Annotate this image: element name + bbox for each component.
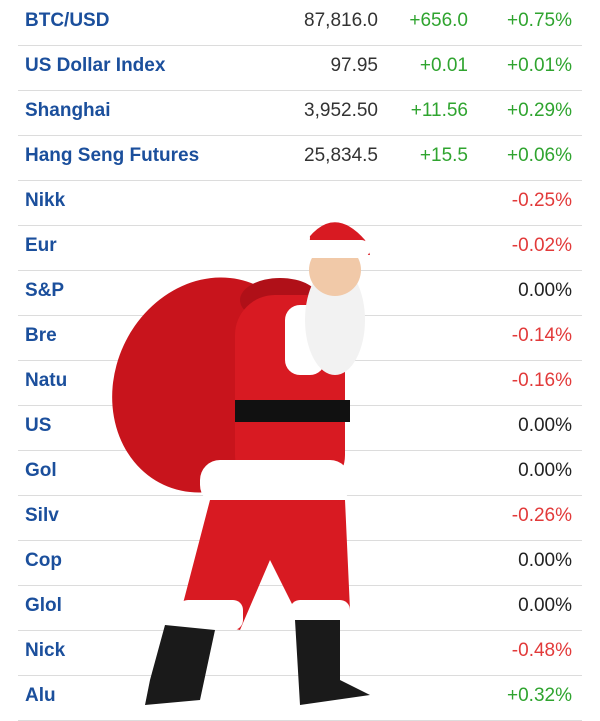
percent-change: +0.32% (507, 685, 572, 706)
price: 3,952.50 (304, 100, 378, 121)
percent-change: 0.00% (518, 415, 572, 436)
instrument-name[interactable]: Nikk (25, 190, 66, 211)
instrument-name[interactable]: Bre (25, 325, 57, 346)
table-row: Eur -0.02% (18, 225, 582, 271)
instrument-name[interactable]: US Dollar Index (25, 55, 166, 76)
instrument-name[interactable]: Alu (25, 685, 56, 706)
table-row: Hang Seng Futures 25,834.5 +15.5 +0.06% (18, 135, 582, 181)
percent-change: -0.14% (511, 325, 572, 346)
instrument-name[interactable]: Natu (25, 370, 68, 391)
percent-change: 0.00% (518, 280, 572, 301)
price: 97.95 (330, 55, 378, 76)
percent-change: 0.00% (518, 595, 572, 616)
instrument-name[interactable]: Gol (25, 460, 57, 481)
table-row: US Dollar Index 97.95 +0.01 +0.01% (18, 45, 582, 91)
percent-change: 0.00% (518, 460, 572, 481)
change: +0.01 (419, 55, 468, 76)
percent-change: -0.16% (511, 370, 572, 391)
price: 87,816.0 (304, 10, 378, 31)
percent-change: +0.29% (507, 100, 572, 121)
instrument-name[interactable]: Glol (25, 595, 62, 616)
percent-change: -0.26% (511, 505, 572, 526)
instrument-name[interactable]: US (25, 415, 52, 436)
table-row: BTC/USD 87,816.0 +656.0 +0.75% (18, 0, 582, 46)
instrument-name[interactable]: Hang Seng Futures (25, 145, 200, 166)
table-row: Nikk -0.25% (18, 180, 582, 226)
percent-change: -0.02% (511, 235, 572, 256)
percent-change: -0.25% (511, 190, 572, 211)
change: +11.56 (410, 100, 468, 121)
percent-change: +0.01% (507, 55, 572, 76)
percent-change: +0.06% (507, 145, 572, 166)
instrument-name[interactable]: Nick (25, 640, 66, 661)
change: +15.5 (419, 145, 468, 166)
instrument-name[interactable]: Silv (25, 505, 59, 526)
percent-change: 0.00% (518, 550, 572, 571)
instrument-name[interactable]: S&P (25, 280, 65, 301)
instrument-name[interactable]: BTC/USD (25, 10, 110, 31)
percent-change: +0.75% (507, 10, 572, 31)
price: 25,834.5 (304, 145, 378, 166)
change: +656.0 (409, 10, 468, 31)
percent-change: -0.48% (511, 640, 572, 661)
instrument-name[interactable]: Eur (25, 235, 57, 256)
table-row: Shanghai 3,952.50 +11.56 +0.29% (18, 90, 582, 136)
instrument-name[interactable]: Shanghai (25, 100, 111, 121)
instrument-name[interactable]: Cop (25, 550, 62, 571)
